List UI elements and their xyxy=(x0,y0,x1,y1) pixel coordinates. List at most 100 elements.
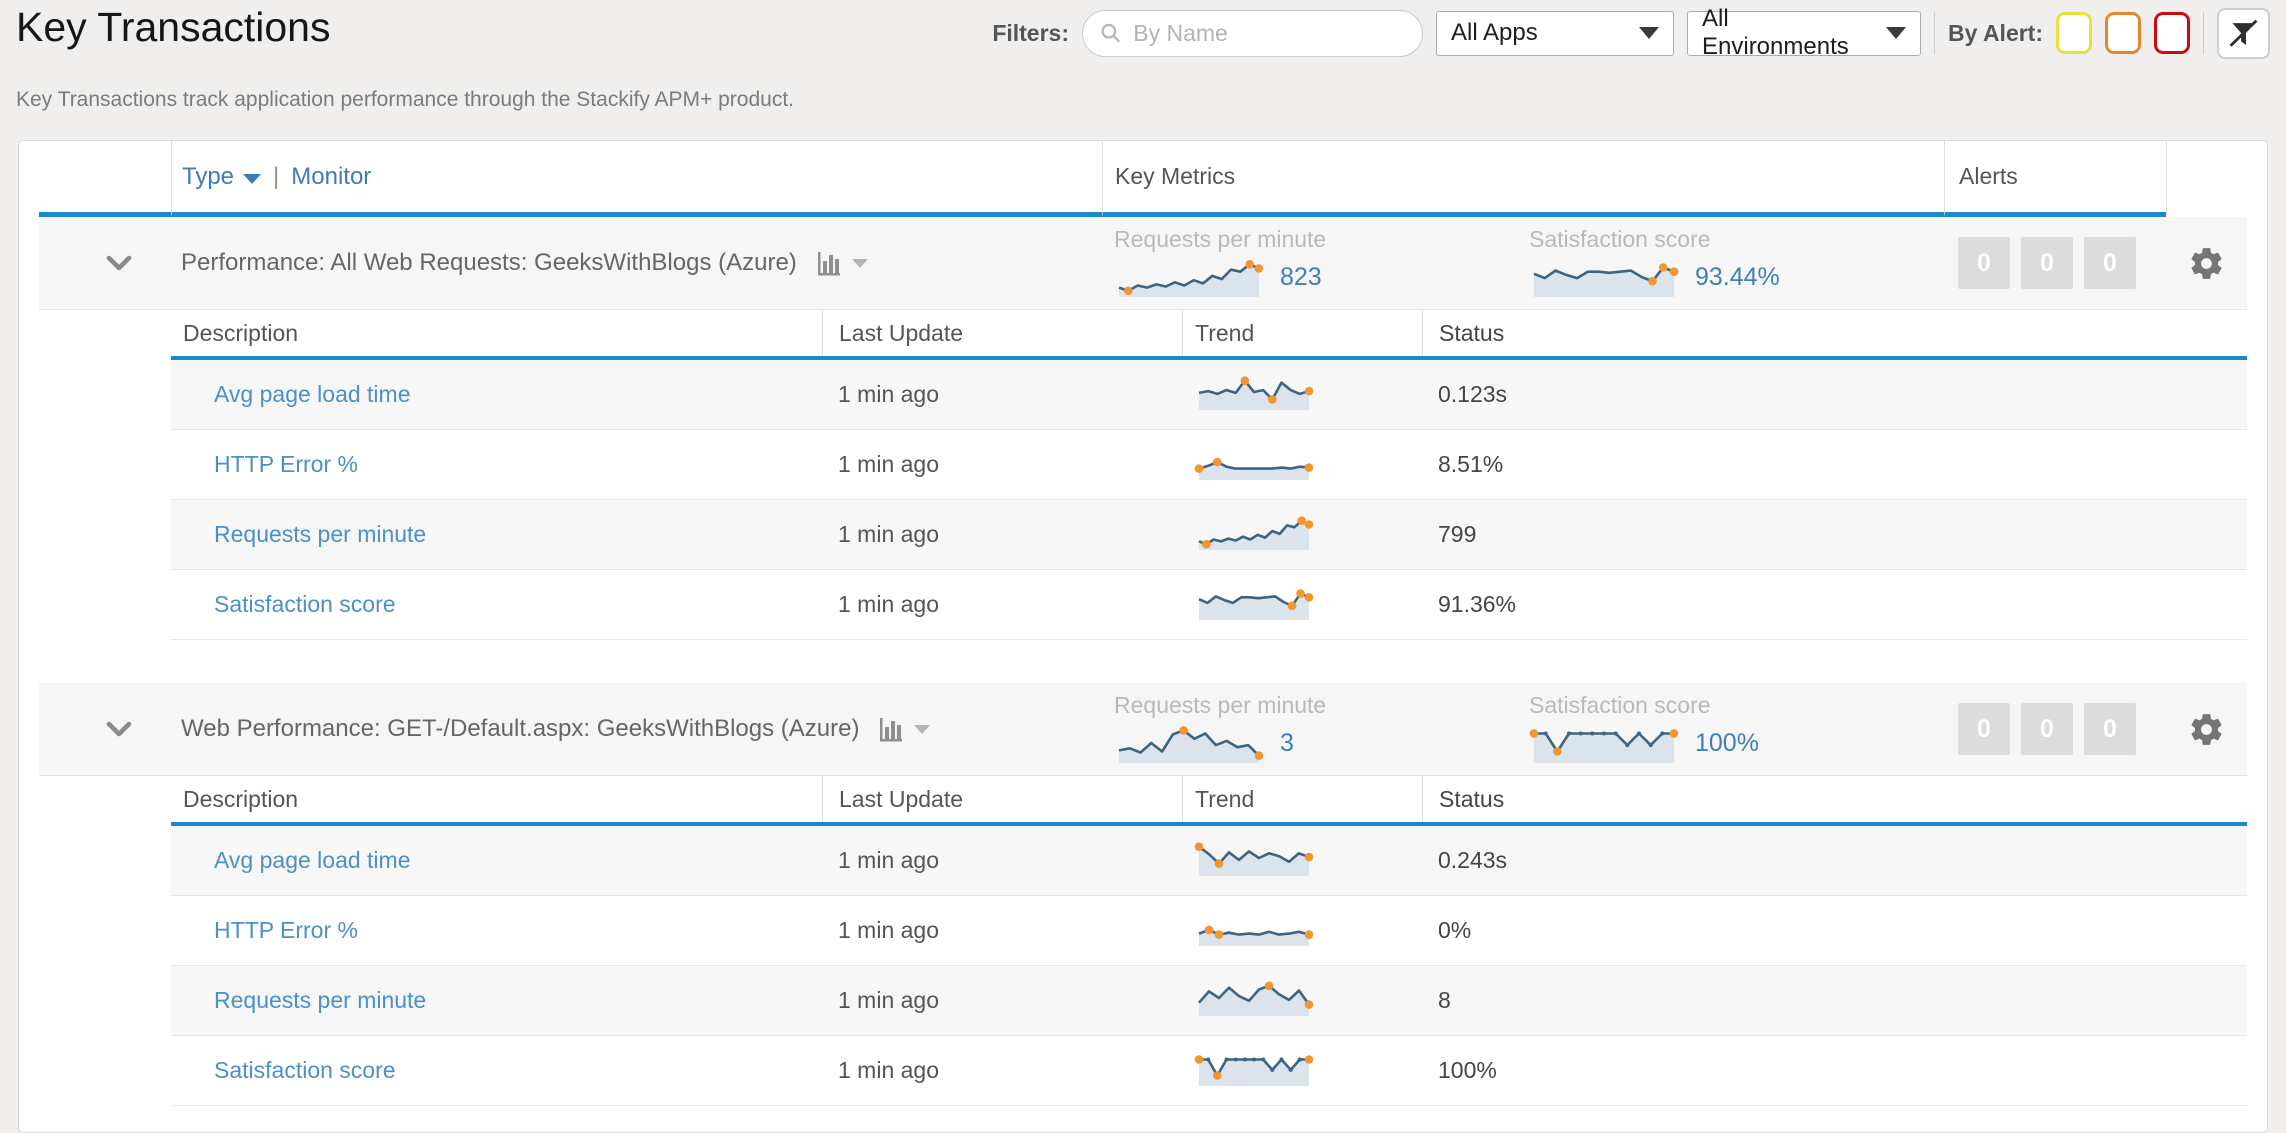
alert-count-badge: 0 xyxy=(1958,703,2010,755)
apps-select-value: All Apps xyxy=(1451,19,1538,46)
last-update-header: Last Update xyxy=(822,310,1182,356)
status-value: 91.36% xyxy=(1438,591,1517,617)
metric-link[interactable]: HTTP Error % xyxy=(214,451,358,477)
actions-column-header xyxy=(2166,141,2247,217)
status-value: 799 xyxy=(1438,521,1477,547)
trend-header: Trend xyxy=(1182,310,1422,356)
metric-label: Satisfaction score xyxy=(1529,692,1711,718)
apps-select[interactable]: All Apps xyxy=(1436,10,1674,56)
sparkline xyxy=(1194,1047,1314,1089)
clear-filters-button[interactable] xyxy=(2217,7,2270,59)
sparkline xyxy=(1114,254,1264,300)
last-update-value: 1 min ago xyxy=(838,1057,940,1083)
filters-bar: Filters: All Apps All Environments By Al… xyxy=(992,5,2270,60)
chevron-down-icon xyxy=(1886,27,1906,39)
metric-value-link[interactable]: 93.44% xyxy=(1695,262,1780,291)
sparkline xyxy=(1194,511,1314,553)
metric-link[interactable]: HTTP Error % xyxy=(214,917,358,943)
chevron-down-icon xyxy=(1639,27,1659,39)
view-chart-button[interactable] xyxy=(877,716,931,743)
header-pipe: | xyxy=(273,162,280,190)
metric-row: Avg page load time 1 min ago 0.243s xyxy=(171,826,2247,896)
environments-select-value: All Environments xyxy=(1702,5,1849,60)
page-subtitle: Key Transactions track application perfo… xyxy=(16,88,794,111)
last-update-value: 1 min ago xyxy=(838,847,940,873)
sparkline xyxy=(1114,720,1264,766)
divider xyxy=(2203,12,2204,54)
metric-row: Avg page load time 1 min ago 0.123s xyxy=(171,360,2247,430)
status-value: 0.243s xyxy=(1438,847,1508,873)
sort-by-monitor-link[interactable]: Monitor xyxy=(291,162,372,190)
metrics-subtable: Description Last Update Trend Status Avg… xyxy=(171,310,2247,683)
expand-collapse-button[interactable] xyxy=(105,720,133,739)
sparkline xyxy=(1529,720,1679,766)
trend-header: Trend xyxy=(1182,776,1422,822)
alert-filter-red[interactable] xyxy=(2154,12,2190,54)
search-box[interactable] xyxy=(1082,9,1423,57)
search-input[interactable] xyxy=(1131,18,1406,48)
metric-value-link[interactable]: 823 xyxy=(1280,262,1322,291)
metric-row: Satisfaction score 1 min ago 100% xyxy=(171,1036,2247,1106)
table-header: Type | Monitor Key Metrics Alerts xyxy=(39,141,2247,217)
page-title: Key Transactions xyxy=(16,4,331,50)
metric-link[interactable]: Requests per minute xyxy=(214,987,427,1013)
sparkline xyxy=(1194,371,1314,413)
metric-link[interactable]: Satisfaction score xyxy=(214,591,396,617)
alert-count-badge: 0 xyxy=(2021,237,2073,289)
status-value: 100% xyxy=(1438,1057,1497,1083)
last-update-header: Last Update xyxy=(822,776,1182,822)
metric-satisfaction-score: Satisfaction score 93.44% xyxy=(1529,226,1944,300)
metric-link[interactable]: Avg page load time xyxy=(214,847,411,873)
alert-filter-orange[interactable] xyxy=(2105,12,2141,54)
group-header-row: Web Performance: GET-/Default.aspx: Geek… xyxy=(39,683,2247,776)
chevron-down-icon xyxy=(106,721,132,736)
chevron-down-icon xyxy=(106,255,132,270)
metric-link[interactable]: Avg page load time xyxy=(214,381,411,407)
description-header: Description xyxy=(183,785,299,812)
status-value: 0.123s xyxy=(1438,381,1508,407)
monitor-title: Performance: All Web Requests: GeeksWith… xyxy=(181,249,797,276)
divider xyxy=(1934,12,1935,54)
view-chart-button[interactable] xyxy=(815,250,868,277)
subtable-header: Description Last Update Trend Status xyxy=(171,310,2247,360)
metric-label: Satisfaction score xyxy=(1529,226,1711,252)
clear-filter-icon xyxy=(2229,19,2258,47)
gear-icon xyxy=(2191,247,2222,279)
environments-select[interactable]: All Environments xyxy=(1687,5,1921,60)
alert-filter-yellow[interactable] xyxy=(2056,12,2092,54)
alert-badges: 0 0 0 xyxy=(1958,237,2136,289)
filters-label: Filters: xyxy=(992,19,1069,46)
metric-value-link[interactable]: 100% xyxy=(1695,728,1759,757)
metric-row: Requests per minute 1 min ago 799 xyxy=(171,500,2247,570)
monitor-column-header: Type | Monitor xyxy=(171,141,1102,217)
metric-satisfaction-score: Satisfaction score 100% xyxy=(1529,692,1944,766)
expand-collapse-button[interactable] xyxy=(105,254,133,273)
sparkline xyxy=(1194,977,1314,1019)
monitor-title: Web Performance: GET-/Default.aspx: Geek… xyxy=(181,715,860,742)
alerts-column-header: Alerts xyxy=(1944,141,2166,217)
metric-row: Satisfaction score 1 min ago 91.36% xyxy=(171,570,2247,640)
metric-value-link[interactable]: 3 xyxy=(1280,728,1294,757)
metric-requests-per-minute: Requests per minute 3 xyxy=(1114,692,1529,766)
metric-link[interactable]: Satisfaction score xyxy=(214,1057,396,1083)
metric-link[interactable]: Requests per minute xyxy=(214,521,427,547)
sort-by-type-link[interactable]: Type xyxy=(182,162,235,190)
metric-label: Requests per minute xyxy=(1114,226,1327,252)
metric-requests-per-minute: Requests per minute 823 xyxy=(1114,226,1529,300)
metric-label: Requests per minute xyxy=(1114,692,1327,718)
alert-badges: 0 0 0 xyxy=(1958,703,2136,755)
metrics-subtable: Description Last Update Trend Status Avg… xyxy=(171,776,2247,1132)
chevron-down-icon xyxy=(851,258,868,268)
last-update-value: 1 min ago xyxy=(838,521,940,547)
settings-gear-button[interactable] xyxy=(2188,245,2225,282)
settings-gear-button[interactable] xyxy=(2188,711,2225,748)
sparkline xyxy=(1194,907,1314,949)
subtable-header: Description Last Update Trend Status xyxy=(171,776,2247,826)
key-metrics-column-header: Key Metrics xyxy=(1102,141,1944,217)
sparkline xyxy=(1194,837,1314,879)
last-update-value: 1 min ago xyxy=(838,591,940,617)
expander-column-header xyxy=(39,141,171,217)
last-update-value: 1 min ago xyxy=(838,451,940,477)
alert-count-badge: 0 xyxy=(1958,237,2010,289)
status-value: 8.51% xyxy=(1438,451,1504,477)
